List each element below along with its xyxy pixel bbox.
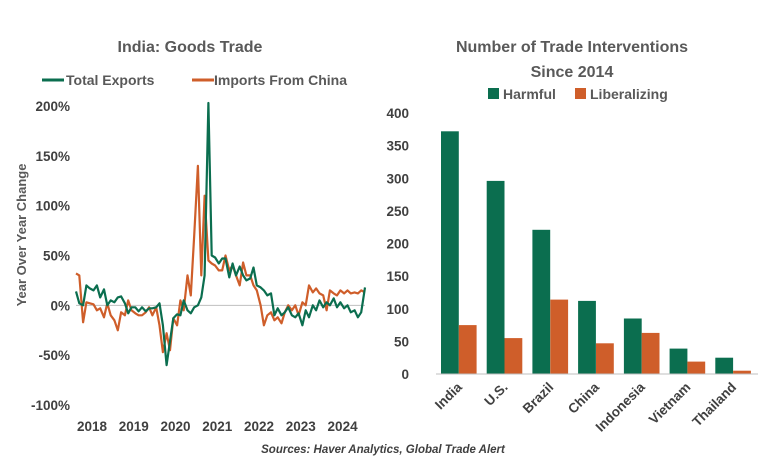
series-line-total-exports — [74, 101, 367, 367]
source-note: Sources: Haver Analytics, Global Trade A… — [261, 444, 505, 456]
bar-liberalizing-brazil — [550, 299, 569, 374]
bar-chart-trade-interventions: Number of Trade Interventions Since 2014… — [386, 39, 758, 435]
y-tick-label: 200 — [386, 237, 409, 252]
bar-liberalizing-thailand — [733, 370, 751, 374]
y-tick-label: 150 — [386, 269, 409, 284]
y-tick-label: 100 — [386, 302, 409, 317]
x-tick-label: Brazil — [520, 380, 557, 417]
bar-chart-legend: Harmful Liberalizing — [488, 86, 668, 102]
y-tick-label: -100% — [31, 398, 70, 413]
legend-label-liberalizing: Liberalizing — [590, 86, 668, 102]
bar-chart-y-ticks: 0 50 100 150 200 250 300 350 400 — [386, 106, 409, 382]
bar-chart-title: Number of Trade Interventions — [456, 39, 688, 56]
y-tick-label: 100% — [35, 199, 70, 214]
y-tick-label: 50% — [43, 249, 70, 264]
bar-harmful-vietnam — [669, 348, 688, 374]
y-tick-label: 0 — [401, 367, 409, 382]
x-tick-label: India — [432, 379, 465, 412]
line-chart-title: India: Goods Trade — [118, 39, 263, 56]
bar-liberalizing-u-s — [504, 338, 523, 374]
bar-liberalizing-china — [596, 343, 614, 374]
x-tick-label: 2024 — [328, 419, 359, 434]
bar-harmful-brazil — [532, 229, 551, 374]
bar-liberalizing-india — [458, 325, 477, 374]
series-line-imports-from-china — [75, 164, 366, 354]
bar-chart-subtitle: Since 2014 — [531, 64, 614, 81]
x-tick-label: Indonesia — [593, 379, 649, 435]
bar-liberalizing-indonesia — [641, 332, 660, 374]
x-tick-label: 2019 — [119, 419, 149, 434]
y-tick-label: 0% — [50, 298, 70, 313]
x-tick-label: 2018 — [77, 419, 108, 434]
y-tick-label: 250 — [386, 204, 409, 219]
bar-harmful-u-s — [486, 180, 505, 374]
y-tick-label: 350 — [386, 139, 409, 154]
x-tick-label: 2021 — [202, 419, 233, 434]
charts-canvas: India: Goods Trade Total Exports Imports… — [14, 39, 758, 435]
line-chart-series — [74, 101, 367, 367]
bar-harmful-india — [441, 131, 459, 374]
legend-swatch-liberalizing — [575, 88, 586, 99]
x-tick-label: U.S. — [481, 380, 510, 409]
x-tick-label: Thailand — [689, 380, 739, 430]
y-tick-label: 300 — [386, 171, 409, 186]
line-chart-legend: Total Exports Imports From China — [42, 72, 347, 88]
line-chart-x-ticks: 2018 2019 2020 2021 2022 2023 2024 — [77, 419, 358, 434]
y-tick-label: 150% — [35, 149, 70, 164]
bar-harmful-thailand — [715, 357, 734, 374]
x-tick-label: China — [565, 379, 602, 416]
x-tick-label: 2020 — [161, 419, 191, 434]
bar-harmful-indonesia — [623, 318, 642, 374]
bar-harmful-china — [578, 300, 596, 374]
x-tick-label: Vietnam — [646, 380, 694, 428]
line-chart-y-ticks: -100% -50% 0% 50% 100% 150% 200% — [31, 99, 70, 413]
bar-chart-x-ticks: India U.S. Brazil ChinaIndonesiaVietnamThai… — [432, 379, 739, 435]
line-chart-india-goods-trade: India: Goods Trade Total Exports Imports… — [14, 39, 367, 434]
line-chart-y-axis-title: Year Over Year Change — [14, 164, 29, 307]
y-tick-label: 200% — [35, 99, 70, 114]
legend-swatch-harmful — [488, 88, 499, 99]
x-tick-label: 2023 — [286, 419, 317, 434]
bar-chart-bars — [441, 131, 751, 374]
y-tick-label: -50% — [38, 348, 70, 363]
legend-label-total-exports: Total Exports — [66, 72, 155, 88]
y-tick-label: 400 — [386, 106, 409, 121]
legend-label-imports-from-china: Imports From China — [214, 72, 347, 88]
bar-liberalizing-vietnam — [687, 361, 706, 374]
legend-label-harmful: Harmful — [503, 86, 556, 102]
y-tick-label: 50 — [394, 334, 409, 349]
x-tick-label: 2022 — [244, 419, 274, 434]
